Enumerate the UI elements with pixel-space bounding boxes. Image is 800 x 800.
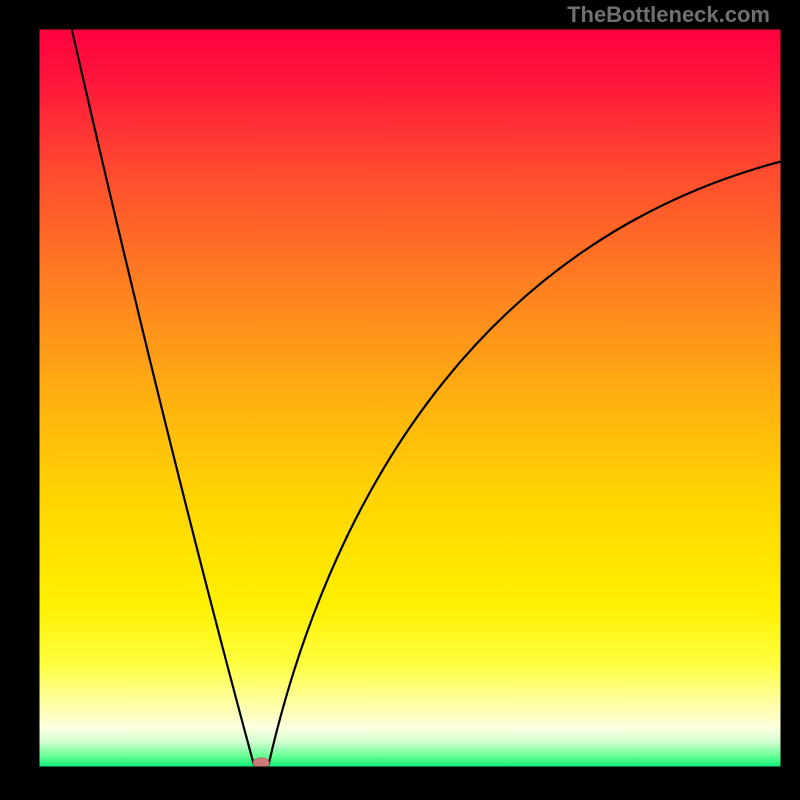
chart-svg — [0, 0, 800, 800]
bottleneck-chart: TheBottleneck.com — [0, 0, 800, 800]
watermark-text: TheBottleneck.com — [567, 2, 770, 28]
